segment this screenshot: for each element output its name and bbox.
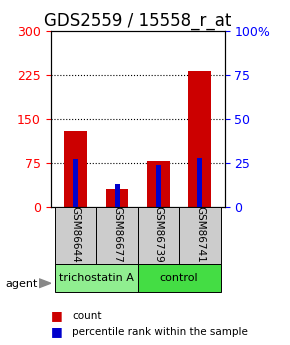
Polygon shape [39, 279, 51, 288]
Text: count: count [72, 311, 102, 321]
Bar [64, 131, 87, 207]
Text: trichostatin A: trichostatin A [59, 273, 134, 283]
Text: GSM86739: GSM86739 [153, 206, 164, 263]
Text: GSM86677: GSM86677 [112, 206, 122, 263]
Bar [115, 184, 119, 207]
Text: GSM86644: GSM86644 [70, 206, 81, 263]
Text: agent: agent [6, 279, 38, 288]
Text: control: control [160, 273, 198, 283]
Text: ■: ■ [51, 309, 63, 322]
Text: percentile rank within the sample: percentile rank within the sample [72, 327, 248, 337]
Bar [96, 207, 138, 264]
Bar [55, 207, 96, 264]
Bar [138, 207, 179, 264]
Bar [138, 264, 221, 292]
Title: GDS2559 / 15558_r_at: GDS2559 / 15558_r_at [44, 12, 231, 30]
Bar [156, 165, 161, 207]
Bar [179, 207, 221, 264]
Bar [147, 161, 170, 207]
Bar [106, 189, 128, 207]
Bar [188, 71, 211, 207]
Text: GSM86741: GSM86741 [195, 206, 205, 263]
Bar [55, 264, 138, 292]
Bar [197, 158, 202, 207]
Text: ■: ■ [51, 325, 63, 338]
Bar [73, 159, 78, 207]
